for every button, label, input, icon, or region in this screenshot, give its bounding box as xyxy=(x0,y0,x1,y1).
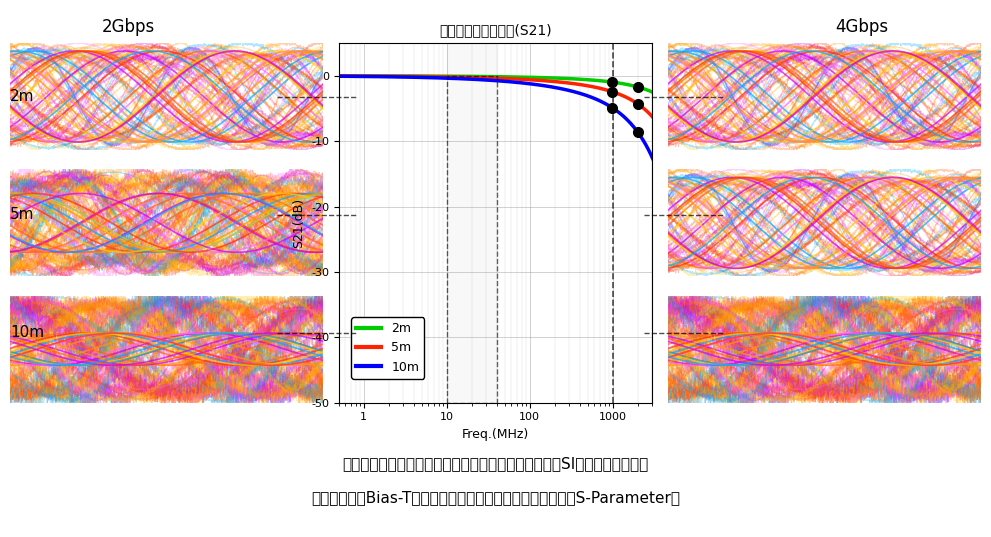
10m xyxy=(592,97,604,103)
Y-axis label: S21(dB): S21(dB) xyxy=(292,198,305,248)
2m xyxy=(483,74,495,80)
Line: 5m: 5m xyxy=(339,76,654,119)
2m xyxy=(503,74,515,80)
Bar xyxy=(447,43,496,403)
Text: 4Gbps: 4Gbps xyxy=(835,18,889,36)
5m xyxy=(520,76,532,83)
Text: 2Gbps: 2Gbps xyxy=(102,18,156,36)
10m xyxy=(648,158,660,165)
10m xyxy=(333,73,345,79)
5m xyxy=(503,76,515,82)
5m xyxy=(333,72,345,79)
2m xyxy=(648,90,660,96)
2m xyxy=(592,77,604,84)
X-axis label: Freq.(MHz): Freq.(MHz) xyxy=(462,428,529,441)
5m xyxy=(485,75,496,81)
10m xyxy=(503,78,515,85)
5m xyxy=(592,84,604,91)
10m xyxy=(520,80,532,86)
Text: 10m: 10m xyxy=(10,325,44,340)
10m xyxy=(483,77,495,83)
10m xyxy=(640,143,652,149)
Line: 2m: 2m xyxy=(339,76,654,93)
Text: 2m: 2m xyxy=(10,89,35,104)
5m xyxy=(640,107,652,114)
10m xyxy=(485,77,496,83)
Line: 10m: 10m xyxy=(339,76,654,162)
2m xyxy=(485,74,496,80)
Text: 5m: 5m xyxy=(10,207,35,222)
Title: 电缆的透射损耗特性(S21): 电缆的透射损耗特性(S21) xyxy=(439,24,552,38)
2m xyxy=(333,72,345,79)
Text: 因此，在测试Bias-T电感器时，必须确认包含电缆在内的系统S-Parameter。: 因此，在测试Bias-T电感器时，必须确认包含电缆在内的系统S-Paramete… xyxy=(311,490,680,505)
2m xyxy=(640,86,652,93)
5m xyxy=(483,75,495,81)
5m xyxy=(648,115,660,122)
2m xyxy=(520,74,532,81)
Text: 电缆越长，高频波形的劣化越明显。这就说明，电缆对SI的影响不容忽视。: 电缆越长，高频波形的劣化越明显。这就说明，电缆对SI的影响不容忽视。 xyxy=(342,456,649,471)
Legend: 2m, 5m, 10m: 2m, 5m, 10m xyxy=(352,317,424,379)
